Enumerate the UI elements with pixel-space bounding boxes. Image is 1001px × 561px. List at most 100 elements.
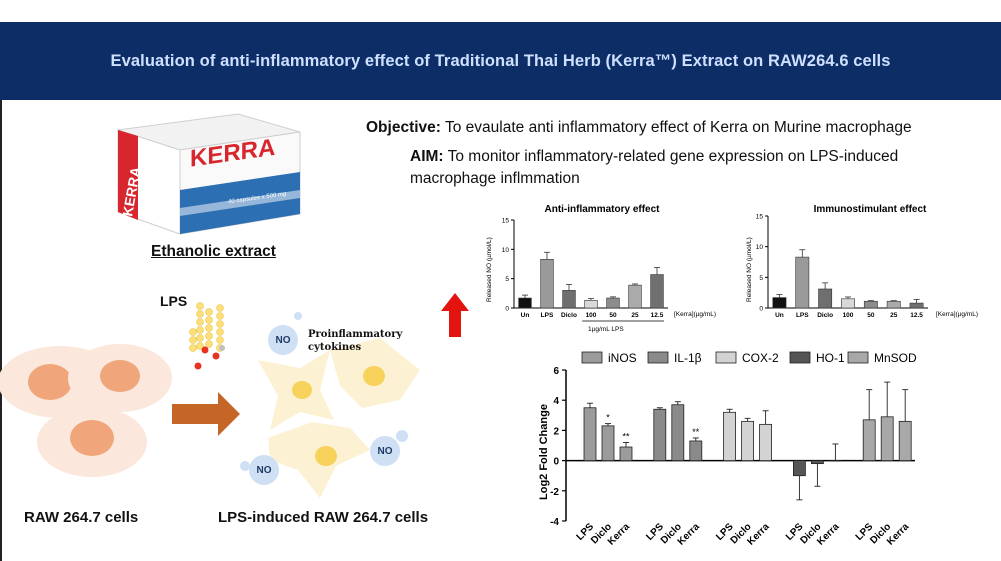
bar [540, 259, 554, 309]
x-tick-label: 50 [867, 312, 875, 319]
legend-swatch [715, 351, 737, 364]
y-tick-label: 10 [756, 244, 764, 251]
x-axis-label: [Kerra](µg/mL) [936, 311, 978, 318]
left-border [0, 100, 2, 561]
bar [723, 411, 737, 461]
bar [606, 297, 620, 309]
bar [650, 274, 664, 309]
y-tick-label: 0 [553, 457, 559, 468]
objective-label: Objective: [366, 119, 441, 136]
x-tick-label: Un [521, 312, 530, 319]
bar [653, 408, 667, 462]
significance-mark: ** [622, 431, 630, 441]
aim-line: AIM: To monitor inflammatory-related gen… [410, 146, 980, 190]
legend-label: MnSOD [874, 351, 917, 365]
proinflammatory-cytokines-label: Proinflammatory cytokines [308, 329, 403, 353]
no-badge: NO [249, 455, 279, 485]
y-tick-label: 4 [553, 396, 559, 407]
bar [583, 407, 597, 461]
bar [601, 425, 615, 462]
x-tick-label: Diclo [561, 312, 577, 319]
bar [862, 419, 876, 462]
legend-swatch [647, 351, 669, 364]
cell-diagram [0, 302, 420, 498]
x-tick-label: LPS [541, 312, 554, 319]
bar [898, 420, 912, 461]
legend-swatch [789, 351, 811, 364]
y-axis-label: Released NO (µmol/L) [486, 237, 493, 302]
y-tick-label: 2 [553, 426, 559, 437]
bar [584, 300, 598, 309]
ethanolic-caption: Ethanolic extract [151, 243, 276, 260]
lps-induced-cells [258, 338, 420, 498]
page-title: Evaluation of anti-inflammatory effect o… [110, 51, 891, 70]
bar [741, 420, 755, 461]
bar [841, 298, 855, 309]
title-banner: Evaluation of anti-inflammatory effect o… [0, 22, 1001, 100]
raw-cells-label: RAW 264.7 cells [24, 509, 139, 526]
y-tick-label: 0 [505, 306, 509, 313]
bar [909, 302, 924, 309]
y-tick-label: 0 [759, 306, 763, 313]
y-tick-label: 10 [502, 247, 510, 254]
bar [792, 460, 806, 477]
bar [562, 290, 576, 309]
y-tick-label: -2 [550, 487, 559, 498]
red-up-arrow-icon [441, 293, 469, 337]
bar [828, 460, 842, 462]
y-axis-label: Released NO (µmol/L) [746, 237, 753, 302]
bar [886, 300, 901, 309]
bar [818, 288, 833, 309]
bar [628, 284, 642, 309]
top-strip [0, 0, 1001, 22]
aim-text: To monitor inflammatory-related gene exp… [410, 148, 899, 187]
x-tick-label: 100 [843, 312, 854, 319]
bar [795, 256, 810, 309]
anti-inflammatory-chart: Anti-inflammatory effect Released NO (µm… [486, 204, 716, 333]
x-tick-label: 100 [586, 312, 597, 319]
bar [518, 297, 532, 309]
x-tick-label: 50 [609, 312, 617, 319]
legend-swatch [581, 351, 603, 364]
bar [619, 446, 633, 462]
legend-label: COX-2 [742, 351, 779, 365]
sub-axis-label: 1µg/mL LPS [588, 326, 624, 333]
legend-label: HO-1 [816, 351, 845, 365]
no-badge: NO [370, 436, 400, 466]
legend-swatch [847, 351, 869, 364]
raw-cells [0, 344, 172, 477]
lps-molecules [189, 302, 225, 370]
lps-label: LPS [160, 293, 188, 309]
aim-label: AIM: [410, 148, 444, 165]
y-tick-label: -4 [550, 517, 559, 528]
x-tick-label: 12.5 [651, 312, 664, 319]
legend-label: iNOS [608, 351, 637, 365]
immunostimulant-chart: Immunostimulant effect Released NO (µmol… [746, 204, 978, 319]
y-tick-label: 15 [756, 214, 764, 221]
objective-text: To evaulate anti inflammatory effect of … [444, 119, 912, 136]
y-axis-label: Log2 Fold Change [538, 404, 550, 500]
no-badge: NO [268, 325, 298, 355]
x-axis-label: [Kerra](µg/mL) [674, 311, 716, 318]
bar [810, 460, 824, 465]
significance-mark: * [606, 413, 610, 423]
x-tick-label: 25 [631, 312, 639, 319]
x-tick-label: 12.5 [910, 312, 923, 319]
chart-title: Immunostimulant effect [814, 204, 927, 215]
objective-line: Objective: To evaulate anti inflammatory… [366, 119, 912, 137]
y-tick-label: 15 [502, 218, 510, 225]
bar [759, 423, 773, 462]
y-tick-label: 5 [505, 276, 509, 283]
legend-label: IL-1β [674, 351, 702, 365]
gene-expression-chart: Log2 Fold Change iNOS IL-1β COX-2 HO-1 MnSOD… [538, 351, 917, 548]
x-tick-label: 25 [890, 312, 898, 319]
chart-title: Anti-inflammatory effect [544, 204, 660, 215]
x-tick-label: Diclo [817, 312, 833, 319]
y-tick-label: 6 [553, 366, 559, 377]
bar [689, 440, 703, 462]
significance-mark: ** [692, 427, 700, 437]
bar [880, 416, 894, 461]
x-tick-label: Un [775, 312, 784, 319]
x-tick-label: LPS [796, 312, 809, 319]
y-tick-label: 5 [759, 275, 763, 282]
